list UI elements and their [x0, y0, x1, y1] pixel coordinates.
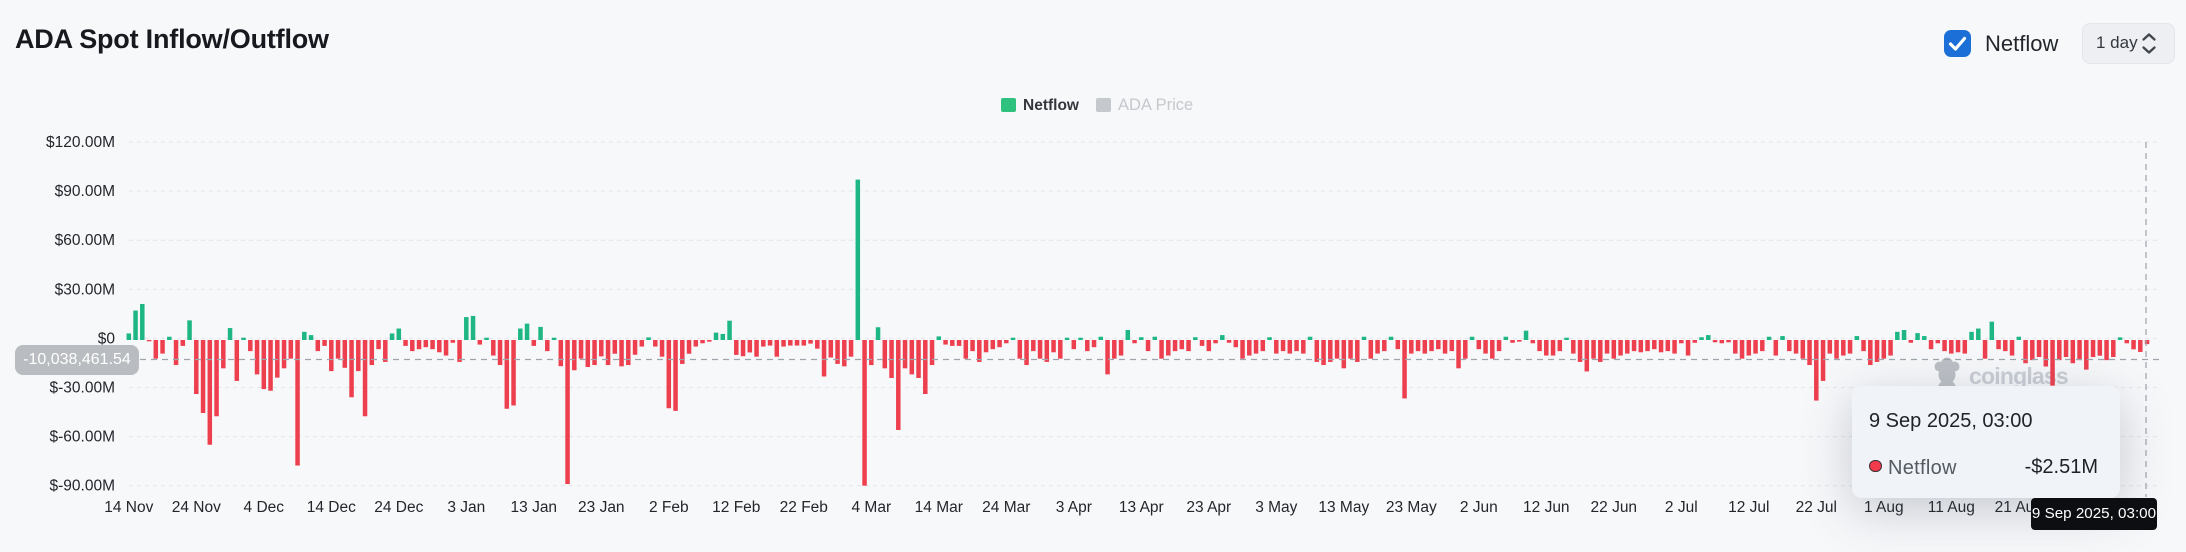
svg-text:$-90.00M: $-90.00M — [50, 478, 115, 495]
svg-text:11 Aug: 11 Aug — [1928, 499, 1975, 516]
svg-text:12 Jun: 12 Jun — [1523, 499, 1570, 516]
svg-text:14 Dec: 14 Dec — [307, 499, 356, 516]
svg-text:$60.00M: $60.00M — [55, 232, 115, 249]
svg-text:13 Apr: 13 Apr — [1119, 499, 1164, 516]
svg-text:12 Jul: 12 Jul — [1728, 499, 1769, 516]
svg-text:1 Aug: 1 Aug — [1864, 499, 1904, 516]
svg-text:23 Apr: 23 Apr — [1186, 499, 1231, 516]
svg-text:14 Nov: 14 Nov — [104, 499, 153, 516]
svg-text:24 Mar: 24 Mar — [982, 499, 1030, 516]
svg-text:2 Jun: 2 Jun — [1460, 499, 1498, 516]
svg-text:23 Jan: 23 Jan — [578, 499, 625, 516]
svg-text:23 May: 23 May — [1386, 499, 1437, 516]
svg-text:2 Feb: 2 Feb — [649, 499, 689, 516]
svg-text:3 Jan: 3 Jan — [447, 499, 485, 516]
svg-text:24 Nov: 24 Nov — [172, 499, 221, 516]
svg-text:4 Dec: 4 Dec — [244, 499, 285, 516]
svg-text:3 May: 3 May — [1255, 499, 1297, 516]
svg-text:$-30.00M: $-30.00M — [50, 380, 115, 397]
svg-text:3 Apr: 3 Apr — [1056, 499, 1092, 516]
svg-text:$0: $0 — [98, 330, 116, 347]
svg-text:22 Jul: 22 Jul — [1796, 499, 1837, 516]
svg-text:2 Jul: 2 Jul — [1665, 499, 1698, 516]
svg-text:21 Aug: 21 Aug — [1995, 499, 2043, 516]
svg-text:24 Dec: 24 Dec — [374, 499, 423, 516]
svg-text:$120.00M: $120.00M — [46, 134, 115, 151]
svg-text:$90.00M: $90.00M — [55, 183, 115, 200]
svg-text:22 Feb: 22 Feb — [780, 499, 828, 516]
svg-text:13 May: 13 May — [1318, 499, 1369, 516]
svg-text:4 Mar: 4 Mar — [851, 499, 891, 516]
svg-text:14 Mar: 14 Mar — [915, 499, 963, 516]
svg-text:22 Jun: 22 Jun — [1591, 499, 1638, 516]
svg-text:$30.00M: $30.00M — [55, 281, 115, 298]
svg-text:12 Feb: 12 Feb — [712, 499, 760, 516]
svg-text:$-60.00M: $-60.00M — [50, 429, 115, 446]
svg-text:13 Jan: 13 Jan — [511, 499, 558, 516]
